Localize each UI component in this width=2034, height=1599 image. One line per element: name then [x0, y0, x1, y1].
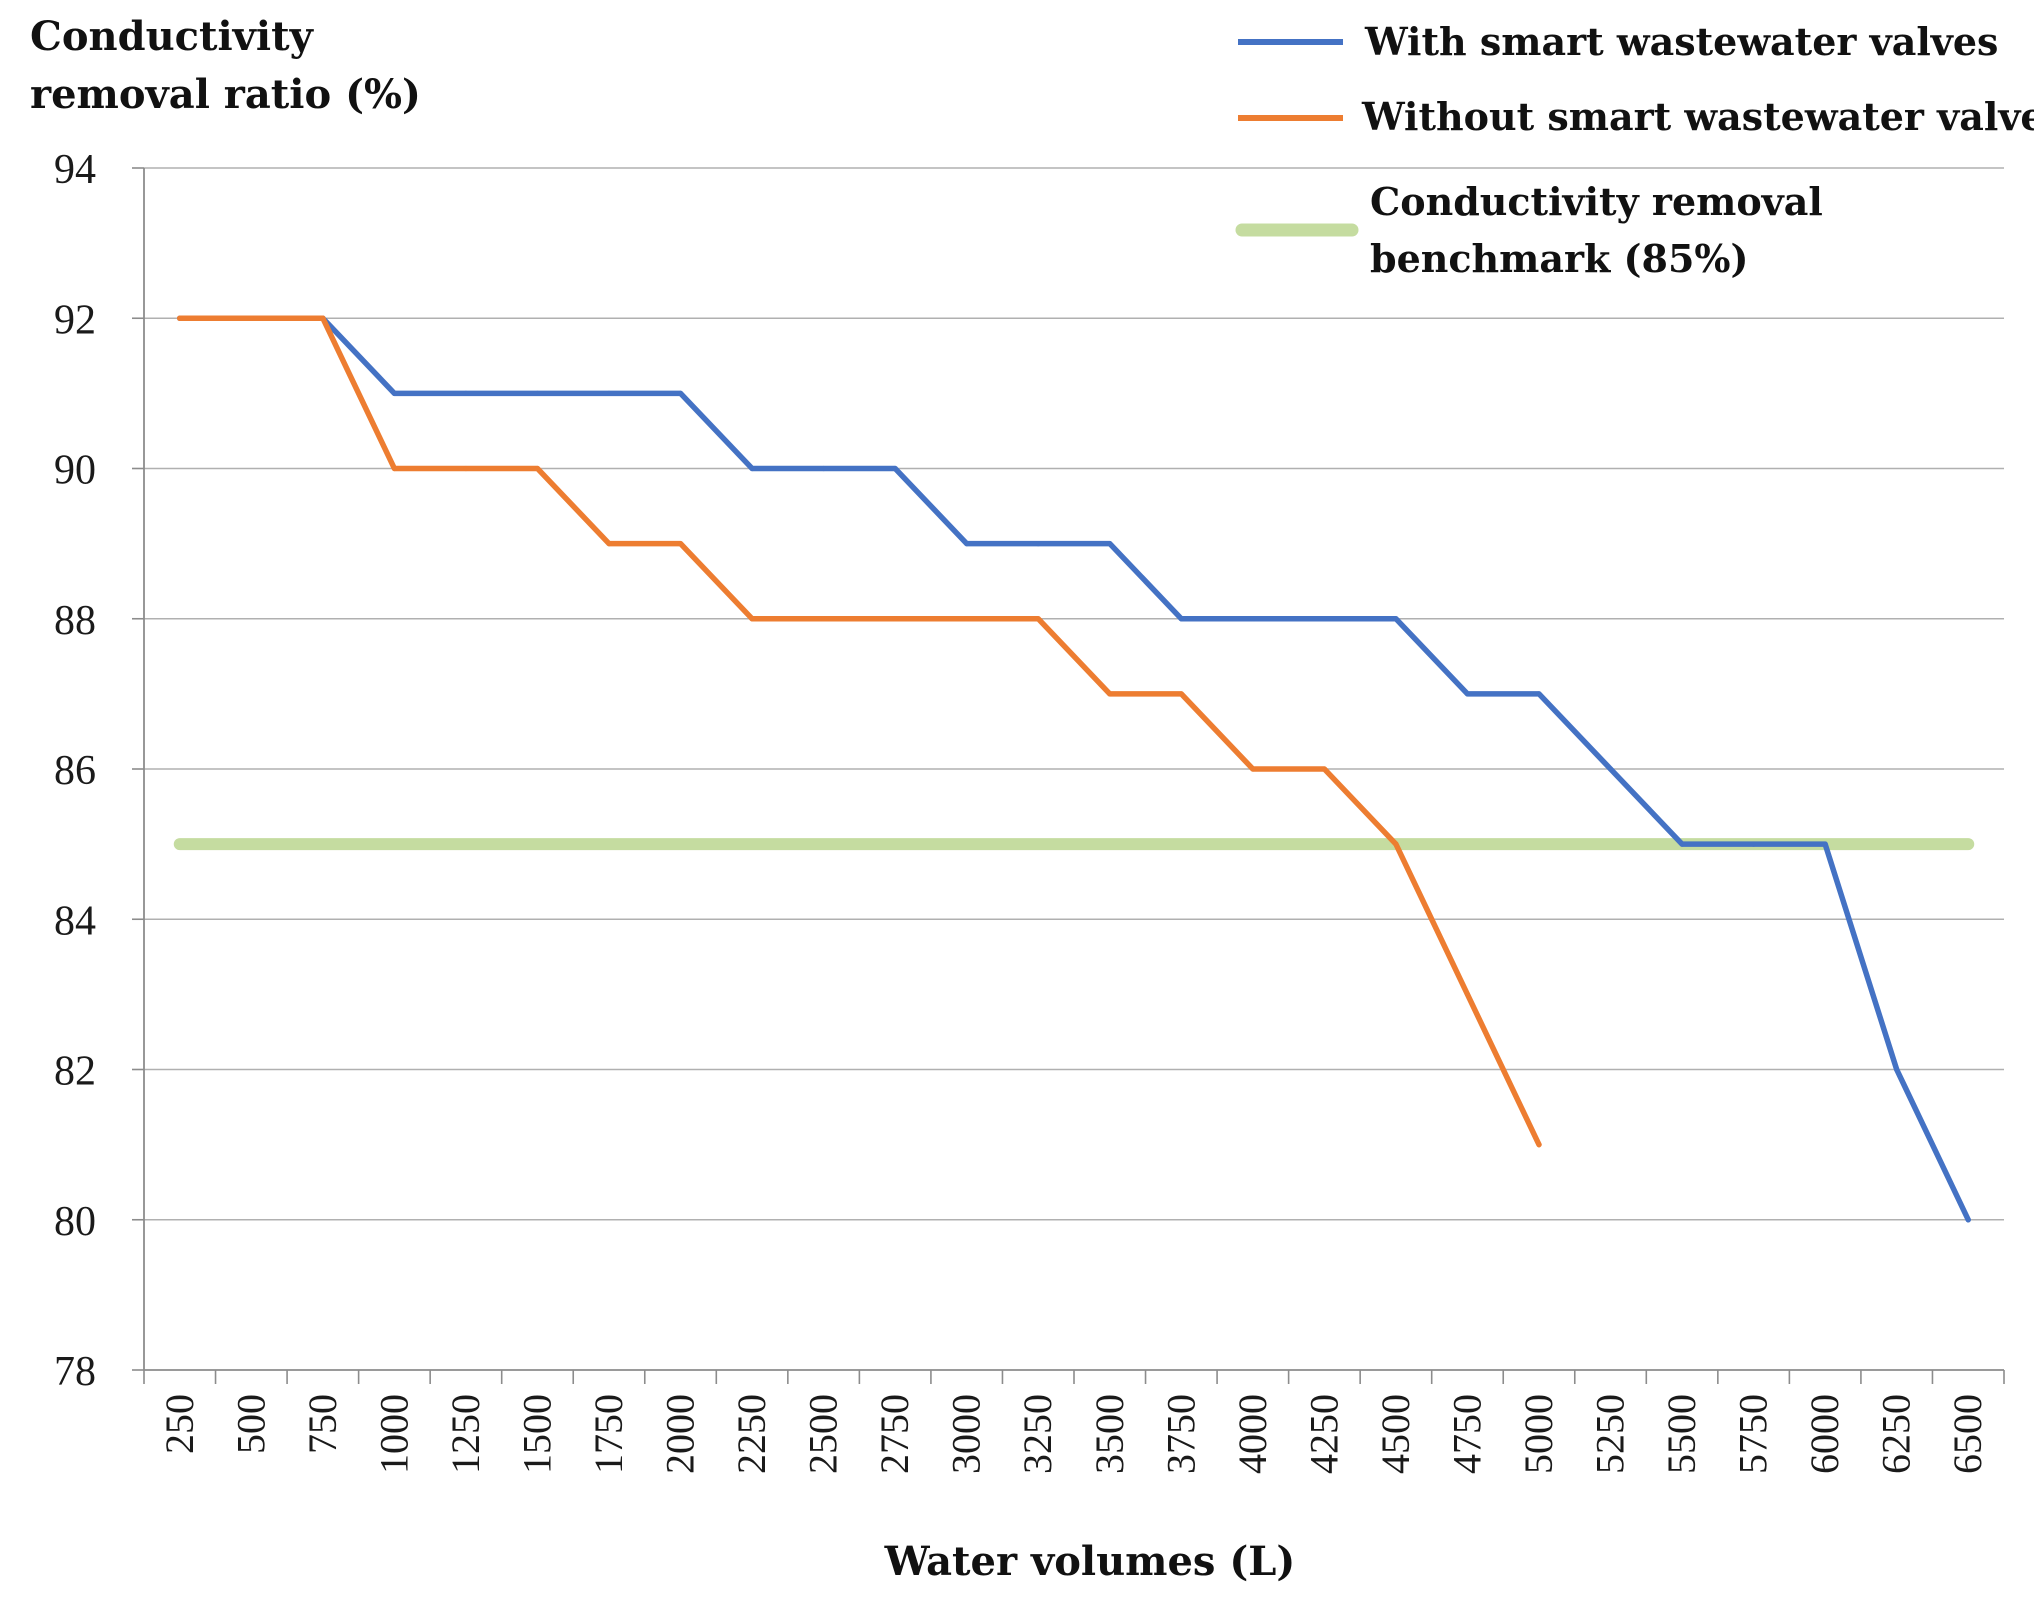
- series-1-point-1000: [391, 465, 397, 472]
- series-0-point-5250: [1607, 766, 1614, 772]
- x-tick-label-6500: 6500: [1945, 1394, 1990, 1474]
- y-tick-label-86: 86: [54, 748, 96, 794]
- legend-label-benchmark-line-2: benchmark (85%): [1370, 236, 1749, 281]
- series-1-point-4250: [1321, 766, 1327, 772]
- series-0-point-3250: [1035, 541, 1041, 547]
- series-1-point-2000: [677, 541, 684, 547]
- y-tick-labels: 78 80 82 84 86 88 90 92 94: [54, 147, 96, 1395]
- series-1-point-750: [320, 315, 326, 321]
- x-tick-label-6250: 6250: [1874, 1394, 1919, 1474]
- y-tick-label-80: 80: [54, 1199, 96, 1245]
- x-tick-label-4000: 4000: [1230, 1394, 1275, 1474]
- series-1-point-1750: [606, 541, 612, 547]
- x-tick-label-5750: 5750: [1731, 1394, 1776, 1474]
- series-0-point-1250: [463, 390, 469, 396]
- series-1-point-5000: [1536, 1142, 1542, 1148]
- x-tick-label-4500: 4500: [1373, 1394, 1418, 1474]
- y-tick-label-92: 92: [54, 297, 96, 343]
- series-1-point-1500: [534, 465, 541, 472]
- series-0-point-3000: [964, 541, 970, 547]
- x-axis-title: Water volumes (L): [884, 1538, 1296, 1585]
- x-tick-label-1750: 1750: [586, 1394, 631, 1474]
- y-tick-label-78: 78: [54, 1349, 96, 1395]
- x-tick-label-3250: 3250: [1015, 1394, 1060, 1474]
- y-tick-label-90: 90: [54, 448, 96, 494]
- x-tick-label-2250: 2250: [729, 1394, 774, 1474]
- series-0-point-4000: [1250, 616, 1256, 622]
- series-0-point-5500: [1679, 841, 1685, 847]
- legend: With smart wastewater valves Without sma…: [1235, 19, 2034, 281]
- series-1-point-4500: [1393, 841, 1399, 847]
- series-1-point-4750: [1464, 991, 1471, 997]
- x-tick-label-1500: 1500: [514, 1394, 559, 1474]
- x-tick-label-1000: 1000: [371, 1394, 416, 1474]
- series-0-point-6250: [1894, 1066, 1900, 1073]
- x-tick-label-750: 750: [300, 1394, 345, 1454]
- series-0-point-2500: [821, 465, 827, 472]
- x-tick-label-2000: 2000: [658, 1394, 703, 1474]
- legend-label-with-valves: With smart wastewater valves: [1364, 19, 1998, 64]
- series-0-point-2750: [892, 465, 898, 472]
- series-1-point-4000: [1250, 766, 1256, 772]
- y-tick-label-82: 82: [54, 1049, 96, 1095]
- y-tick-label-88: 88: [54, 598, 96, 644]
- axes: [132, 167, 2005, 1384]
- series-0-point-6000: [1822, 841, 1828, 847]
- series-0-point-4500: [1393, 616, 1399, 622]
- x-tick-label-4250: 4250: [1301, 1394, 1346, 1474]
- x-tick-label-5250: 5250: [1588, 1394, 1633, 1474]
- series-1-point-3500: [1107, 691, 1113, 697]
- x-tick-label-3000: 3000: [944, 1394, 989, 1474]
- gridlines: [144, 167, 2004, 1221]
- series-0-point-3500: [1107, 541, 1113, 547]
- legend-label-without-valves: Without smart wastewater valves: [1361, 94, 2034, 139]
- series-1-point-3250: [1035, 616, 1041, 622]
- x-tick-label-3500: 3500: [1087, 1394, 1132, 1474]
- series-1-point-3000: [964, 616, 970, 622]
- series-0-point-2000: [677, 390, 684, 396]
- x-tick-label-4750: 4750: [1444, 1394, 1489, 1474]
- series-line-1: [177, 315, 1542, 1148]
- series-0-point-1000: [391, 390, 397, 396]
- legend-label-benchmark-line-1: Conductivity removal: [1370, 179, 1823, 224]
- x-tick-label-250: 250: [157, 1394, 202, 1454]
- x-tick-label-2750: 2750: [872, 1394, 917, 1474]
- series-lines: [173, 315, 1975, 1223]
- series-1-point-2500: [821, 616, 827, 622]
- series-0-point-1750: [606, 390, 612, 396]
- y-axis-title-line-1: Conductivity: [30, 13, 315, 60]
- x-tick-label-1250: 1250: [443, 1394, 488, 1474]
- series-0-point-5000: [1536, 691, 1542, 697]
- y-tick-label-94: 94: [54, 147, 96, 193]
- y-axis-title-line-2: removal ratio (%): [30, 71, 421, 118]
- series-1-point-2250: [749, 616, 755, 622]
- series-0-point-4250: [1321, 616, 1327, 622]
- x-tick-labels: 250 500 750 1000 1250 1500 1750 2000 2250 2500 275…: [157, 1394, 1990, 1474]
- series-0-point-5750: [1751, 841, 1757, 847]
- series-1-point-1250: [463, 465, 469, 472]
- series-1-point-500: [248, 315, 254, 321]
- x-tick-label-3750: 3750: [1158, 1394, 1203, 1474]
- series-0-point-2250: [749, 465, 755, 472]
- series-0-point-1500: [534, 390, 541, 396]
- x-tick-label-6000: 6000: [1802, 1394, 1847, 1474]
- series-1-point-250: [177, 315, 183, 321]
- series-1-point-3750: [1178, 691, 1184, 697]
- x-tick-label-2500: 2500: [801, 1394, 846, 1474]
- series-line-0: [177, 315, 1971, 1223]
- series-0-point-4750: [1464, 691, 1471, 697]
- x-tick-label-500: 500: [228, 1394, 273, 1454]
- series-0-point-3750: [1178, 616, 1184, 622]
- x-tick-label-5000: 5000: [1516, 1394, 1561, 1474]
- series-1-point-2750: [892, 616, 898, 622]
- y-tick-label-84: 84: [54, 898, 96, 944]
- x-tick-label-5500: 5500: [1659, 1394, 1704, 1474]
- series-0-point-6500: [1965, 1217, 1971, 1223]
